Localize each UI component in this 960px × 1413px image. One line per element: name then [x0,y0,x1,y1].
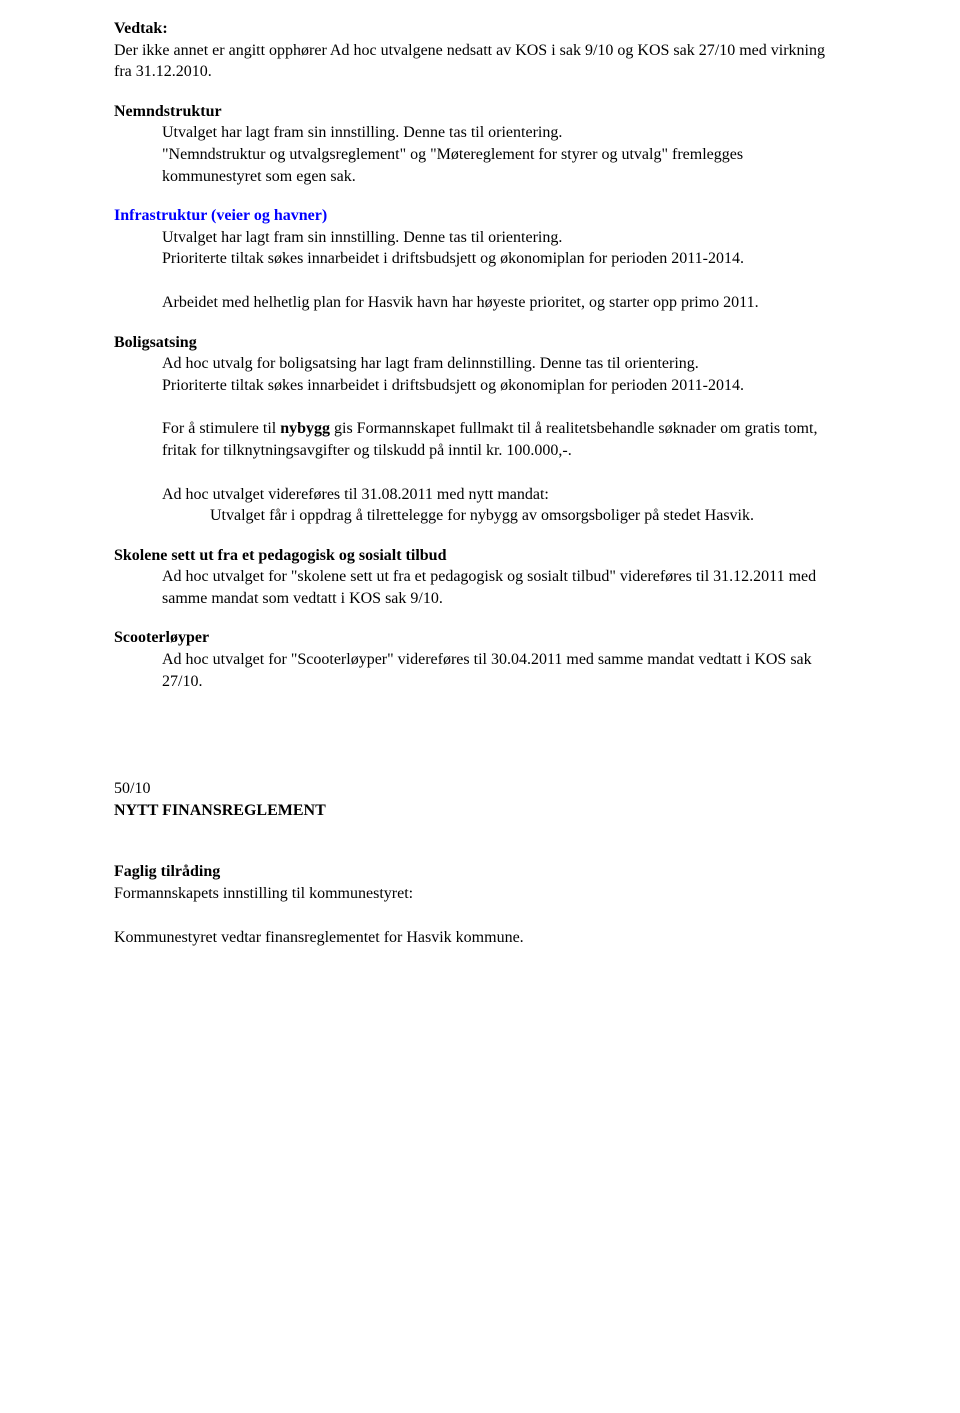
infra-line1: Utvalget har lagt fram sin innstilling. … [162,227,846,249]
nemnd-section: Nemndstruktur Utvalget har lagt fram sin… [114,101,846,187]
scooter-line1: Ad hoc utvalget for "Scooterløyper" vide… [162,649,846,692]
infra-line2: Prioriterte tiltak søkes innarbeidet i d… [162,248,846,270]
faglig-section: Faglig tilråding Formannskapets innstill… [114,861,846,948]
nemnd-title: Nemndstruktur [114,101,846,123]
scooter-section: Scooterløyper Ad hoc utvalget for "Scoot… [114,627,846,692]
vedtak-intro: Der ikke annet er angitt opphører Ad hoc… [114,40,846,83]
scooter-title: Scooterløyper [114,627,846,649]
infra-line3: Arbeidet med helhetlig plan for Hasvik h… [162,292,846,314]
nemnd-line1: Utvalget har lagt fram sin innstilling. … [162,122,846,144]
infra-title: Infrastruktur (veier og havner) [114,205,846,227]
faglig-line2: Kommunestyret vedtar finansreglementet f… [114,927,846,949]
skole-line1: Ad hoc utvalget for "skolene sett ut fra… [162,566,846,609]
document-page: Vedtak: Der ikke annet er angitt opphøre… [0,0,960,1413]
bolig-p3: Ad hoc utvalget videreføres til 31.08.20… [162,484,846,506]
nemnd-line2: "Nemndstruktur og utvalgsreglement" og "… [162,144,846,187]
bolig-line2: Prioriterte tiltak søkes innarbeidet i d… [162,375,846,397]
vedtak-heading: Vedtak: [114,18,846,40]
vedtak-section: Vedtak: Der ikke annet er angitt opphøre… [114,18,846,83]
bolig-title: Boligsatsing [114,332,846,354]
skole-section: Skolene sett ut fra et pedagogisk og sos… [114,545,846,610]
skole-title: Skolene sett ut fra et pedagogisk og sos… [114,545,846,567]
item50-section: 50/10 NYTT FINANSREGLEMENT [114,778,846,821]
bolig-p3-sub: Utvalget får i oppdrag å tilrettelegge f… [210,505,846,527]
bolig-section: Boligsatsing Ad hoc utvalg for boligsats… [114,332,846,527]
item50-number: 50/10 [114,778,846,800]
infra-section: Infrastruktur (veier og havner) Utvalget… [114,205,846,313]
bolig-p2-pre: For å stimulere til [162,420,280,437]
bolig-line1: Ad hoc utvalg for boligsatsing har lagt … [162,353,846,375]
item50-title: NYTT FINANSREGLEMENT [114,800,846,822]
faglig-title: Faglig tilråding [114,861,846,883]
bolig-p2: For å stimulere til nybygg gis Formannsk… [162,418,846,461]
bolig-p2-bold: nybygg [280,420,330,437]
faglig-line1: Formannskapets innstilling til kommunest… [114,883,846,905]
